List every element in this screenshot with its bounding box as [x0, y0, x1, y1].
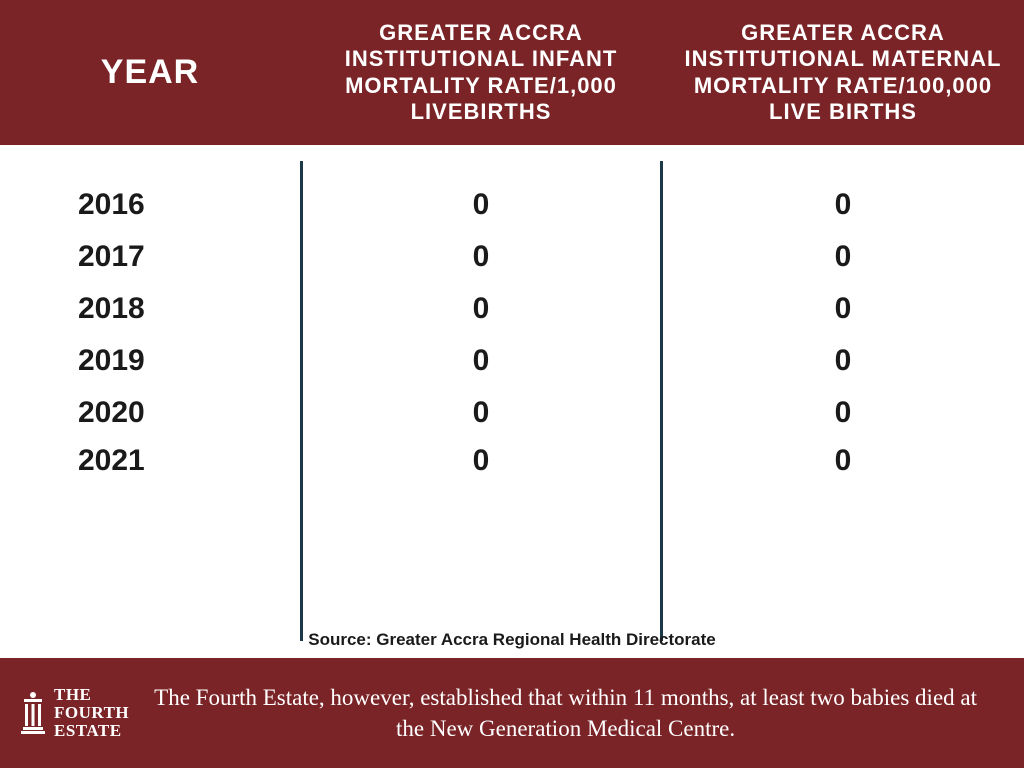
- table-row-year: 2017: [78, 231, 145, 283]
- infant-column: 0 0 0 0 0 0: [300, 161, 662, 658]
- table-row-value: 0: [835, 335, 852, 387]
- logo-text: THE FOURTH ESTATE: [54, 686, 129, 740]
- maternal-column: 0 0 0 0 0 0: [662, 161, 1024, 658]
- source-attribution: Source: Greater Accra Regional Health Di…: [0, 630, 1024, 650]
- pillar-icon: [20, 691, 46, 735]
- table-row-value: 0: [473, 335, 490, 387]
- table-row-value: 0: [473, 283, 490, 335]
- table-row-year: 2019: [78, 335, 145, 387]
- publisher-logo: THE FOURTH ESTATE: [20, 686, 129, 740]
- logo-line: ESTATE: [54, 722, 129, 740]
- table-row-value: 0: [835, 179, 852, 231]
- table-row-value: 0: [473, 439, 490, 483]
- header-maternal-mortality: GREATER ACCRA INSTITUTIONAL MATERNAL MOR…: [662, 8, 1024, 138]
- infographic-container: YEAR GREATER ACCRA INSTITUTIONAL INFANT …: [0, 0, 1024, 768]
- footer-bar: THE FOURTH ESTATE The Fourth Estate, how…: [0, 658, 1024, 768]
- table-body: 2016 2017 2018 2019 2020 2021 0 0 0 0 0 …: [0, 161, 1024, 658]
- table-header-row: YEAR GREATER ACCRA INSTITUTIONAL INFANT …: [0, 0, 1024, 145]
- logo-line: FOURTH: [54, 704, 129, 722]
- header-gap: [0, 145, 1024, 161]
- table-row-value: 0: [473, 179, 490, 231]
- table-row-value: 0: [473, 231, 490, 283]
- footer-caption: The Fourth Estate, however, established …: [147, 682, 1004, 744]
- table-row-year: 2020: [78, 387, 145, 439]
- table-row-value: 0: [473, 387, 490, 439]
- column-divider: [660, 161, 663, 641]
- table-row-value: 0: [835, 439, 852, 483]
- table-row-value: 0: [835, 283, 852, 335]
- header-infant-mortality: GREATER ACCRA INSTITUTIONAL INFANT MORTA…: [300, 8, 662, 138]
- logo-line: THE: [54, 686, 129, 704]
- table-row-year: 2021: [78, 439, 145, 483]
- header-year: YEAR: [0, 40, 300, 105]
- table-row-year: 2016: [78, 179, 145, 231]
- table-row-value: 0: [835, 231, 852, 283]
- table-row-year: 2018: [78, 283, 145, 335]
- column-divider: [300, 161, 303, 641]
- table-row-value: 0: [835, 387, 852, 439]
- year-column: 2016 2017 2018 2019 2020 2021: [0, 161, 300, 658]
